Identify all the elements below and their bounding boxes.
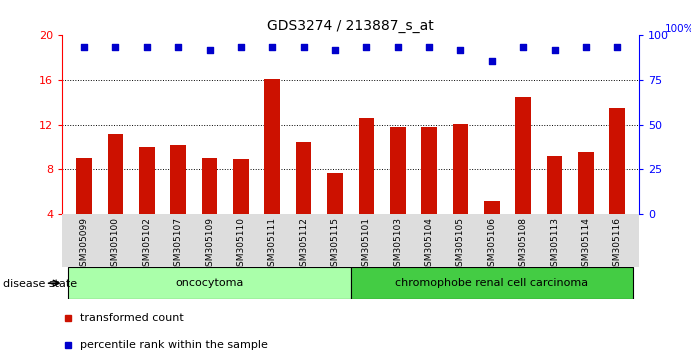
Point [236, 44, 247, 50]
Bar [547, 156, 562, 214]
Point [392, 44, 404, 50]
Text: GSM305113: GSM305113 [550, 217, 559, 272]
Text: GSM305114: GSM305114 [581, 217, 590, 272]
Text: GSM305103: GSM305103 [393, 217, 402, 272]
Text: GSM305106: GSM305106 [487, 217, 496, 272]
Point [455, 47, 466, 53]
Text: GSM305099: GSM305099 [79, 217, 88, 272]
Bar [484, 201, 500, 214]
Bar [171, 145, 186, 214]
Point [204, 47, 215, 53]
Point [330, 47, 341, 53]
Text: GSM305112: GSM305112 [299, 217, 308, 272]
Bar [453, 124, 468, 214]
Text: disease state: disease state [3, 279, 77, 289]
Bar [139, 147, 155, 214]
Text: percentile rank within the sample: percentile rank within the sample [79, 340, 267, 350]
Text: GSM305110: GSM305110 [236, 217, 245, 272]
Bar [108, 134, 123, 214]
Point [549, 47, 560, 53]
Point [486, 58, 498, 64]
Bar [68, 267, 350, 299]
Text: GSM305116: GSM305116 [613, 217, 622, 272]
Point [518, 44, 529, 50]
Text: GSM305101: GSM305101 [362, 217, 371, 272]
Bar [233, 159, 249, 214]
Text: GSM305100: GSM305100 [111, 217, 120, 272]
Text: GSM305111: GSM305111 [268, 217, 277, 272]
Text: 100%: 100% [665, 24, 691, 34]
Bar [202, 158, 218, 214]
Text: GSM305107: GSM305107 [173, 217, 182, 272]
Bar [265, 79, 280, 214]
Bar [422, 127, 437, 214]
Text: GSM305108: GSM305108 [519, 217, 528, 272]
Point [79, 44, 90, 50]
Text: transformed count: transformed count [79, 313, 183, 323]
Bar [390, 127, 406, 214]
Bar [609, 108, 625, 214]
Point [267, 44, 278, 50]
Text: GSM305105: GSM305105 [456, 217, 465, 272]
Point [361, 44, 372, 50]
Bar [578, 152, 594, 214]
Text: GSM305102: GSM305102 [142, 217, 151, 272]
Point [110, 44, 121, 50]
Bar [515, 97, 531, 214]
Text: GSM305115: GSM305115 [330, 217, 339, 272]
Point [424, 44, 435, 50]
Bar [327, 173, 343, 214]
Point [142, 44, 153, 50]
Point [298, 44, 309, 50]
Point [173, 44, 184, 50]
Title: GDS3274 / 213887_s_at: GDS3274 / 213887_s_at [267, 19, 434, 33]
Bar [76, 158, 92, 214]
Bar [296, 142, 312, 214]
Point [580, 44, 591, 50]
Text: GSM305109: GSM305109 [205, 217, 214, 272]
Text: chromophobe renal cell carcinoma: chromophobe renal cell carcinoma [395, 278, 588, 288]
Bar [359, 118, 375, 214]
Text: oncocytoma: oncocytoma [176, 278, 244, 288]
Point [612, 44, 623, 50]
Text: GSM305104: GSM305104 [424, 217, 433, 272]
Bar [350, 267, 633, 299]
